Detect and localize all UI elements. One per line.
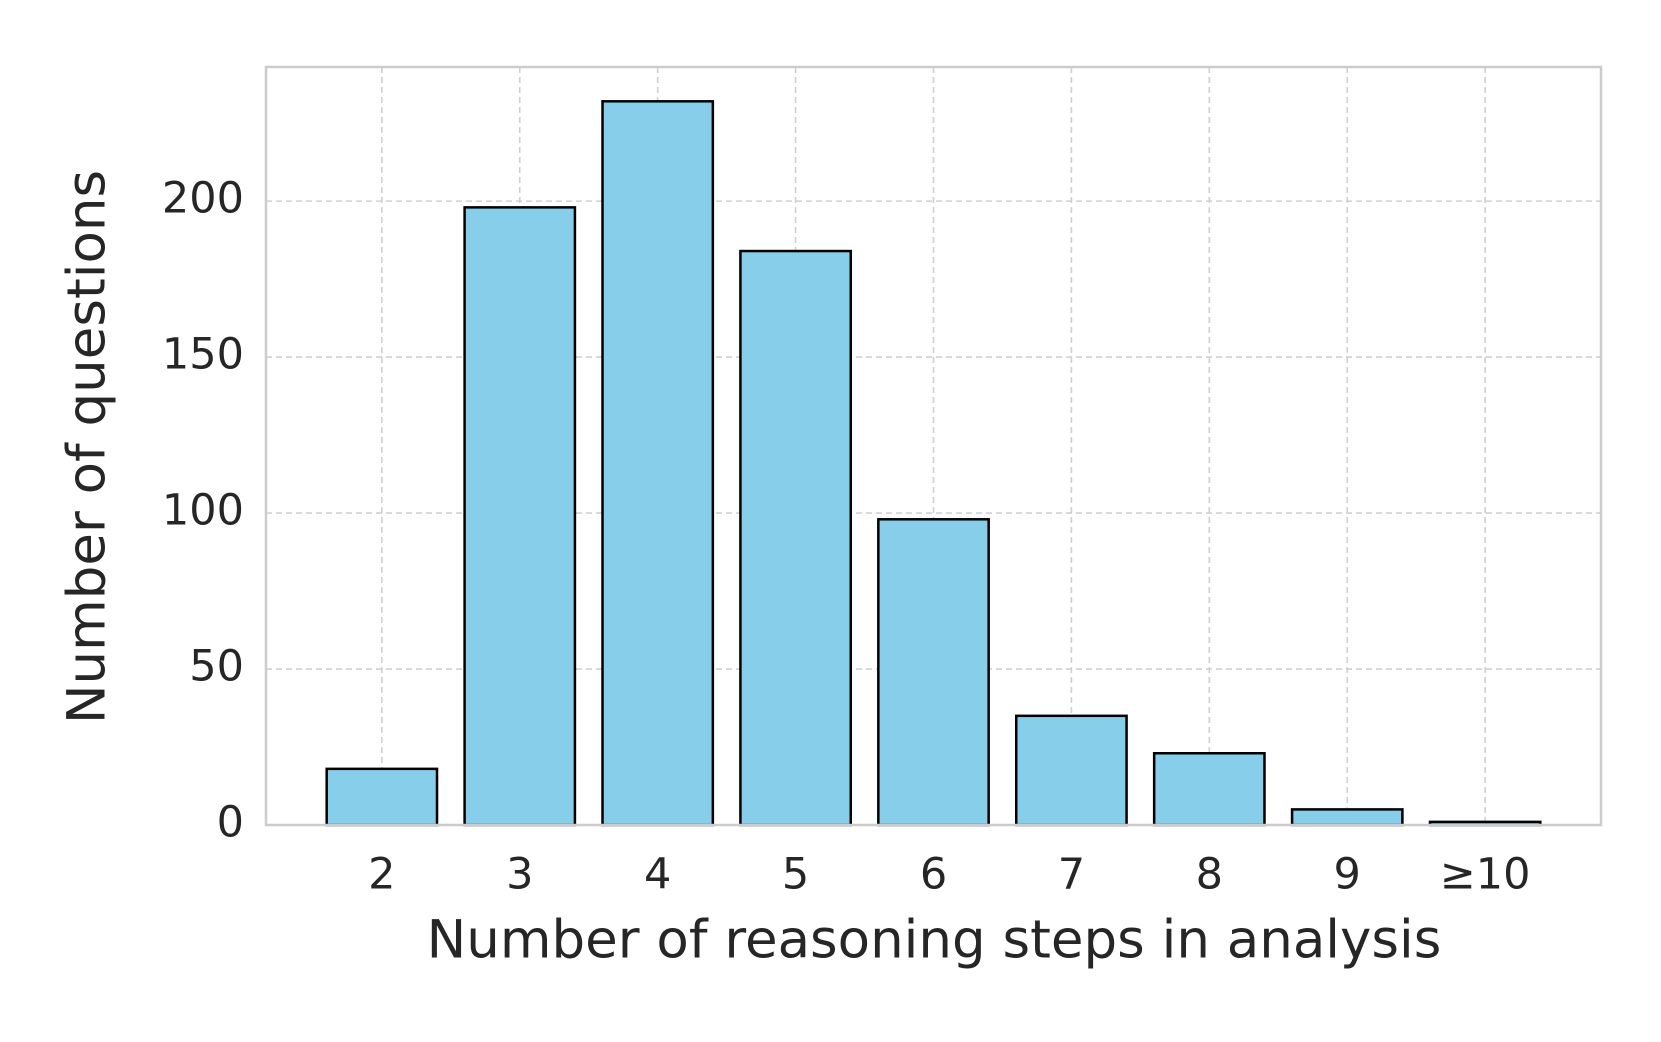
y-axis-label: Number of questions bbox=[57, 170, 118, 724]
bar bbox=[601, 100, 715, 827]
y-tick-label: 0 bbox=[217, 798, 244, 848]
x-tick-label: 2 bbox=[368, 850, 395, 900]
x-tick-label: 5 bbox=[782, 850, 809, 900]
bar bbox=[1014, 714, 1128, 827]
y-tick-label: 200 bbox=[162, 174, 244, 224]
x-tick-label: 9 bbox=[1334, 850, 1361, 900]
x-tick-label: 6 bbox=[920, 850, 947, 900]
bar bbox=[1152, 752, 1266, 827]
bar bbox=[325, 767, 439, 827]
y-tick-label: 50 bbox=[189, 642, 244, 692]
bar bbox=[739, 249, 853, 827]
x-tick-label: 3 bbox=[506, 850, 533, 900]
bar bbox=[877, 518, 990, 827]
bar bbox=[1290, 808, 1404, 827]
x-tick-label: 8 bbox=[1196, 850, 1223, 900]
y-tick-label: 150 bbox=[162, 330, 244, 380]
plot-frame bbox=[264, 65, 1603, 827]
x-axis-label: Number of reasoning steps in analysis bbox=[427, 910, 1442, 971]
x-tick-label: ≥10 bbox=[1440, 850, 1531, 900]
y-tick-label: 100 bbox=[162, 486, 244, 536]
bar bbox=[463, 206, 577, 827]
x-tick-label: 4 bbox=[644, 850, 671, 900]
x-tick-label: 7 bbox=[1058, 850, 1085, 900]
